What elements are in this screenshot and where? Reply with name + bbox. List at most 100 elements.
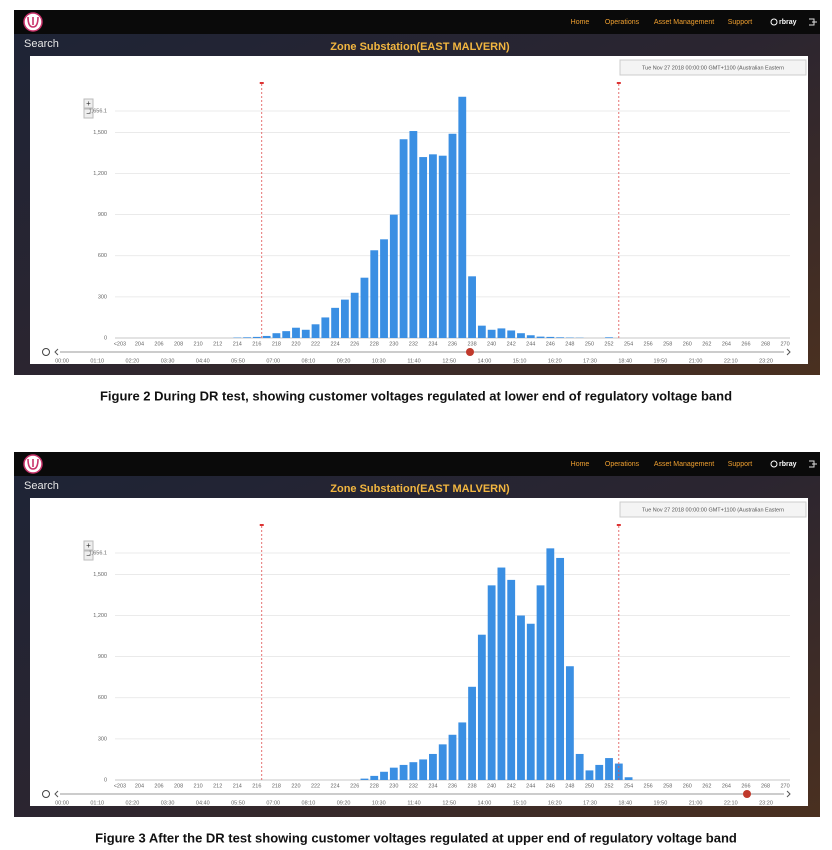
- slider-thumb[interactable]: [743, 790, 751, 798]
- bar: [252, 336, 261, 338]
- time-label: 15:10: [513, 358, 527, 364]
- x-tick-label: 234: [428, 783, 437, 789]
- user-name[interactable]: rbray: [779, 461, 797, 468]
- bar: [429, 753, 437, 780]
- bar: [546, 336, 555, 338]
- bar: [605, 758, 613, 780]
- search-link[interactable]: Search: [24, 38, 59, 50]
- slider-right[interactable]: [786, 790, 791, 798]
- bar: [575, 753, 584, 780]
- x-tick-label: 212: [213, 341, 222, 347]
- x-tick-label: 208: [174, 783, 183, 789]
- logout-icon[interactable]: [809, 460, 817, 468]
- chart-title: Zone Substation(EAST MALVERN): [330, 41, 510, 53]
- x-tick-label: 262: [702, 783, 711, 789]
- bar: [458, 96, 467, 338]
- y-tick-label: 900: [98, 212, 107, 218]
- nav-link[interactable]: Operations: [605, 19, 640, 26]
- zoom-button[interactable]: [83, 540, 94, 551]
- bar: [595, 764, 604, 780]
- nav-link[interactable]: Asset Management: [654, 461, 714, 468]
- bar: [526, 623, 535, 780]
- x-tick-label: <203: [114, 783, 126, 789]
- x-tick-label: 270: [781, 341, 790, 347]
- time-label: 01:10: [90, 800, 104, 806]
- user-name[interactable]: rbray: [779, 19, 797, 26]
- bar: [321, 317, 330, 338]
- time-label: 18:40: [618, 358, 632, 364]
- zoom-label: +: [86, 541, 91, 550]
- y-tick-label: 1,500: [93, 130, 107, 136]
- slider-left[interactable]: [54, 348, 59, 356]
- x-tick-label: 230: [389, 341, 398, 347]
- bar: [292, 327, 300, 338]
- x-tick-label: 238: [467, 783, 476, 789]
- x-tick-label: 232: [409, 341, 418, 347]
- logo-mark: [27, 458, 39, 470]
- time-label: 12:50: [442, 800, 456, 806]
- y-tick-label: 1,200: [93, 171, 107, 177]
- slider-left[interactable]: [54, 790, 59, 798]
- slider-toggle[interactable]: [42, 790, 50, 798]
- nav-link[interactable]: Support: [728, 461, 753, 468]
- time-label: 11:40: [407, 800, 420, 806]
- time-label: 03:30: [161, 358, 175, 364]
- time-label: 17:30: [583, 358, 597, 364]
- x-tick-label: 208: [174, 341, 183, 347]
- slider-toggle[interactable]: [42, 348, 50, 356]
- nav-link[interactable]: Home: [571, 19, 590, 26]
- zoom-button[interactable]: [83, 108, 94, 119]
- bar: [536, 585, 545, 780]
- x-tick-label: 264: [722, 783, 731, 789]
- x-tick-label: 262: [702, 341, 711, 347]
- x-tick-label: 242: [507, 783, 516, 789]
- zoom-button[interactable]: [83, 98, 94, 109]
- nav-link[interactable]: Home: [571, 461, 590, 468]
- x-tick-label: 218: [272, 783, 281, 789]
- x-tick-label: 238: [467, 341, 476, 347]
- x-tick-label: 242: [507, 341, 516, 347]
- zoom-button[interactable]: [83, 550, 94, 561]
- x-tick-label: 214: [233, 783, 242, 789]
- bar: [380, 771, 388, 780]
- x-tick-label: 216: [252, 783, 261, 789]
- time-label: 14:00: [478, 800, 492, 806]
- nav-link[interactable]: Operations: [605, 461, 640, 468]
- time-label: 05:50: [231, 358, 245, 364]
- bar: [556, 557, 565, 780]
- x-tick-label: 248: [565, 341, 574, 347]
- bar: [272, 333, 281, 338]
- reference-cap: [616, 82, 621, 84]
- user-icon: [770, 460, 778, 468]
- x-tick-label: 228: [370, 341, 379, 347]
- date-label: Tue Nov 27 2018 00:00:00 GMT+1100 (Austr…: [642, 507, 784, 513]
- nav-link[interactable]: Asset Management: [654, 19, 714, 26]
- time-label: 12:50: [442, 358, 456, 364]
- bar: [487, 585, 496, 780]
- x-tick-label: 250: [585, 341, 594, 347]
- logout-icon[interactable]: [809, 18, 817, 26]
- x-tick-label: 204: [135, 783, 144, 789]
- bar: [585, 770, 594, 780]
- bar: [370, 775, 379, 780]
- slider-right[interactable]: [786, 348, 791, 356]
- bar: [438, 744, 447, 780]
- time-label: 04:40: [196, 358, 210, 364]
- bar: [419, 157, 428, 338]
- time-label: 16:20: [548, 358, 562, 364]
- x-tick-label: 248: [565, 783, 574, 789]
- x-tick-label: 214: [233, 341, 242, 347]
- x-tick-label: 216: [252, 341, 261, 347]
- x-tick-label: 256: [644, 783, 653, 789]
- bar: [546, 548, 555, 780]
- nav-link[interactable]: Support: [728, 19, 753, 26]
- bar: [331, 307, 340, 338]
- y-tick-label: 1,500: [93, 572, 107, 578]
- search-link[interactable]: Search: [24, 480, 59, 492]
- time-label: 07:00: [266, 800, 280, 806]
- x-tick-label: 256: [644, 341, 653, 347]
- slider-thumb[interactable]: [466, 348, 474, 356]
- y-tick-label: 1,200: [93, 613, 107, 619]
- x-tick-label: 230: [389, 783, 398, 789]
